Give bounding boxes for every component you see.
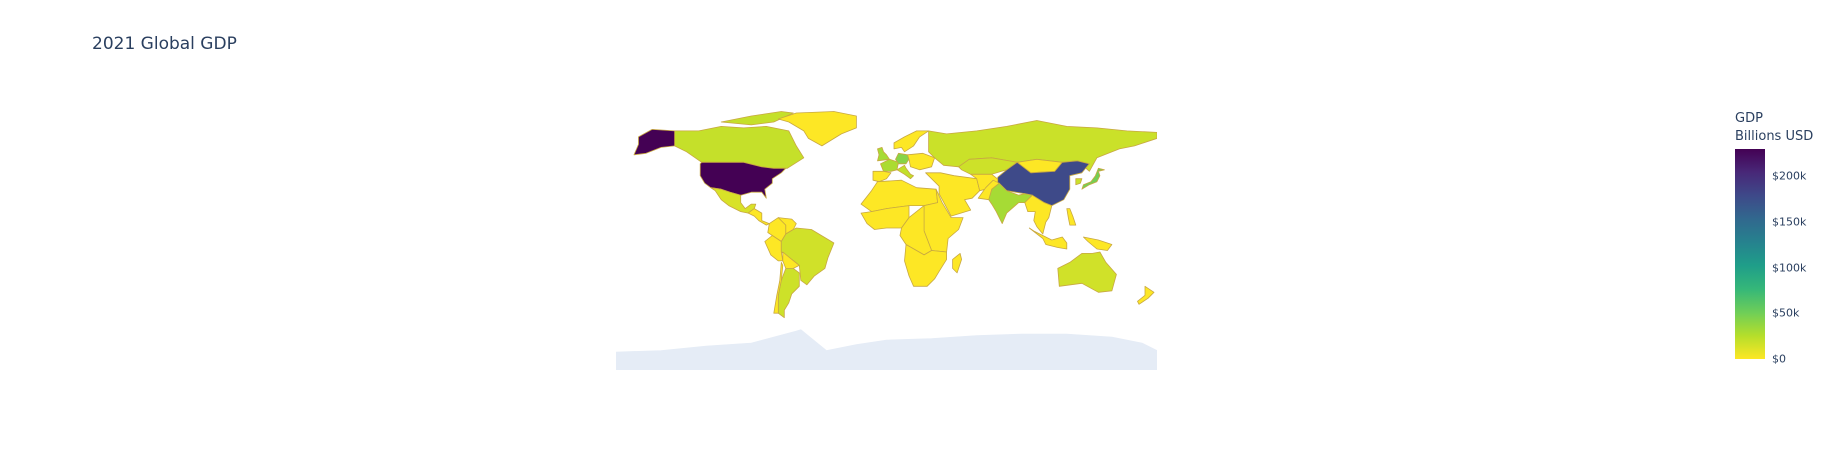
country-shape[interactable]: [877, 147, 890, 162]
chart-title: 2021 Global GDP: [92, 34, 237, 54]
country-shape[interactable]: [977, 179, 1000, 201]
country-shape[interactable]: [893, 130, 929, 153]
country-shape[interactable]: [764, 235, 784, 262]
country-shape[interactable]: [1075, 178, 1083, 186]
country-shape[interactable]: [907, 152, 935, 171]
country-shape[interactable]: [925, 172, 981, 217]
country-shape[interactable]: [1057, 251, 1117, 293]
country-shape[interactable]: [923, 188, 964, 253]
country-shape[interactable]: [952, 253, 962, 274]
world-map[interactable]: [616, 110, 1157, 370]
country-shape[interactable]: [1028, 227, 1068, 250]
colorbar-title: GDP Billions USD: [1735, 110, 1813, 146]
country-shape[interactable]: [777, 111, 857, 147]
country-shape[interactable]: [720, 111, 794, 126]
colorbar-title-line-2: Billions USD: [1735, 129, 1814, 144]
country-shape[interactable]: [710, 187, 757, 214]
colorbar: GDP Billions USD $0 $50k $100k $150k $200k: [1735, 110, 1841, 380]
country-shape[interactable]: [895, 152, 910, 165]
country-shape[interactable]: [1083, 236, 1113, 251]
country-shape[interactable]: [904, 244, 947, 287]
colorbar-tick-label: $0: [1772, 352, 1786, 366]
colorbar-tick-label: $150k: [1772, 215, 1807, 229]
country-shape[interactable]: [1066, 208, 1077, 226]
colorbar-tick-label: $100k: [1772, 261, 1807, 275]
country-shape[interactable]: [747, 208, 770, 226]
colorbar-gradient: [1735, 149, 1765, 359]
map-svg: [616, 111, 1157, 370]
colorbar-tick-label: $50k: [1772, 306, 1800, 320]
colorbar-title-line-1: GDP: [1735, 111, 1763, 126]
country-shape[interactable]: [780, 227, 835, 286]
country-shape[interactable]: [1024, 194, 1053, 235]
country-shape[interactable]: [773, 262, 784, 314]
country-shape[interactable]: [880, 158, 899, 172]
country-shape[interactable]: [1081, 167, 1105, 190]
country-shape[interactable]: [896, 164, 914, 180]
colorbar-tick-label: $200k: [1772, 169, 1807, 183]
country-shape[interactable]: [616, 329, 1157, 370]
country-shape[interactable]: [633, 129, 675, 156]
country-shape[interactable]: [1137, 285, 1155, 305]
country-shape[interactable]: [872, 170, 892, 183]
